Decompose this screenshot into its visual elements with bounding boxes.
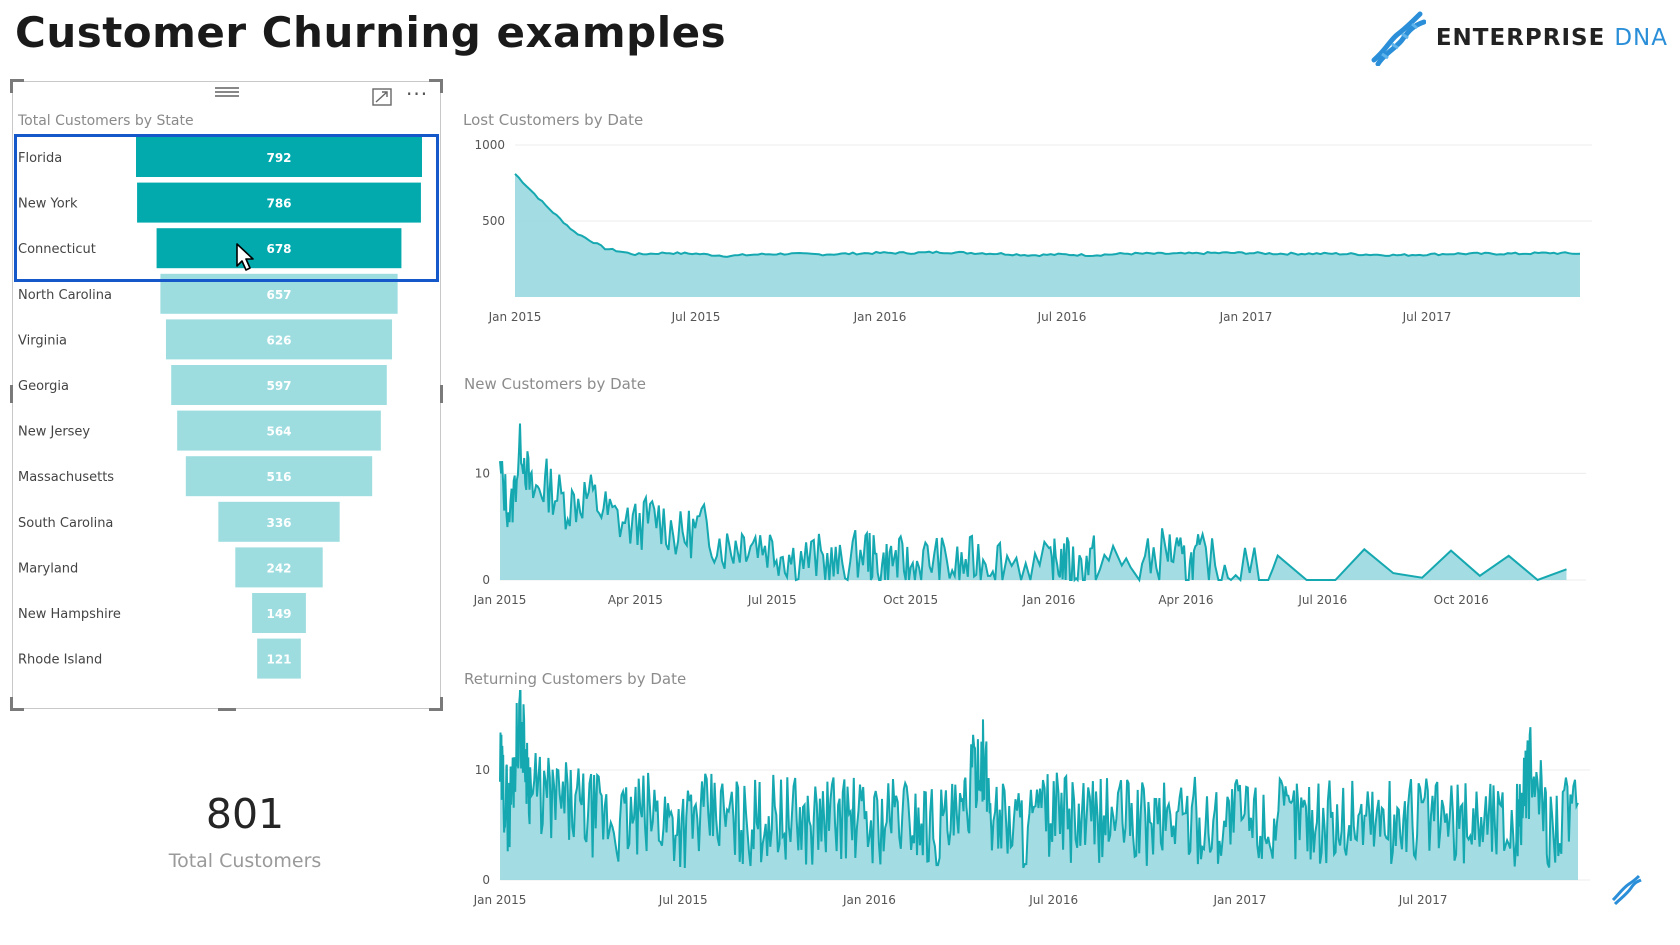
resize-handle-right[interactable]: [440, 385, 443, 403]
funnel-category-label: New Hampshire: [18, 607, 121, 622]
x-tick-label: Jan 2015: [473, 893, 527, 907]
funnel-category-label: Georgia: [18, 379, 69, 394]
x-tick-label: Jan 2017: [1212, 893, 1266, 907]
resize-handle-left[interactable]: [10, 385, 13, 403]
focus-mode-icon[interactable]: [372, 88, 392, 106]
funnel-category-label: North Carolina: [18, 288, 112, 303]
funnel-bar[interactable]: [177, 410, 381, 451]
x-tick-label: Jan 2015: [473, 593, 527, 607]
series-line[interactable]: [514, 173, 1581, 258]
funnel-value-label: 597: [266, 379, 291, 393]
funnel-bar[interactable]: [137, 182, 421, 223]
funnel-bar[interactable]: [156, 228, 402, 269]
series-line[interactable]: [499, 423, 1567, 583]
funnel-bar[interactable]: [218, 501, 340, 542]
new-customers-chart[interactable]: 0 10 Jan 2015 Apr 2015 Jul 2015 Oct 2015 Jan 2…: [460, 395, 1620, 615]
y-tick-label: 0: [482, 573, 490, 587]
resize-handle-top-left[interactable]: [10, 79, 24, 93]
funnel-bar[interactable]: [136, 137, 422, 177]
resize-handle-top-right[interactable]: [429, 79, 443, 93]
series-line[interactable]: [499, 690, 1579, 869]
lost-customers-title: Lost Customers by Date: [463, 111, 644, 129]
funnel-category-label: Rhode Island: [18, 653, 102, 668]
x-tick-label: Jan 2017: [1219, 310, 1273, 324]
y-tick-label: 500: [482, 214, 505, 228]
new-customers-title: New Customers by Date: [464, 375, 646, 393]
area-fill: [515, 173, 1580, 297]
x-tick-label: Jan 2016: [1022, 593, 1076, 607]
funnel-value-label: 242: [266, 561, 291, 575]
x-tick-label: Apr 2015: [608, 593, 663, 607]
funnel-category-label: New York: [18, 197, 78, 212]
funnel-bar[interactable]: [171, 365, 387, 405]
logo-brand-accent: DNA: [1614, 25, 1668, 51]
y-tick-label: 1000: [474, 138, 505, 152]
funnel-bar[interactable]: [185, 456, 373, 497]
y-tick-label: 10: [475, 763, 490, 777]
funnel-value-label: 792: [266, 151, 291, 165]
x-tick-label: Jul 2015: [671, 310, 721, 324]
funnel-bar[interactable]: [235, 547, 323, 588]
funnel-value-label: 149: [266, 607, 291, 621]
x-tick-label: Jul 2015: [747, 593, 797, 607]
x-tick-label: Jan 2016: [853, 310, 907, 324]
logo-brand-main: ENTERPRISE: [1435, 25, 1606, 51]
total-customers-label: Total Customers: [168, 850, 322, 872]
funnel-chart[interactable]: Florida 792 New York 786 Connecticut 678 North…: [13, 82, 442, 710]
page-title: Customer Churning examples: [15, 8, 727, 57]
drag-handle-icon[interactable]: [215, 87, 239, 97]
funnel-category-label: New Jersey: [18, 425, 90, 440]
funnel-bar[interactable]: [257, 638, 301, 679]
x-tick-label: Oct 2015: [883, 593, 938, 607]
y-tick-label: 10: [475, 466, 490, 480]
x-tick-label: Jul 2015: [658, 893, 708, 907]
funnel-value-label: 626: [266, 333, 291, 347]
funnel-value-label: 564: [266, 425, 291, 439]
x-tick-label: Jan 2016: [842, 893, 896, 907]
resize-handle-bottom-right[interactable]: [429, 697, 443, 711]
dna-helix-icon: [1371, 11, 1426, 66]
logo-text: ENTERPRISE DNA: [1436, 25, 1668, 51]
funnel-value-label: 516: [266, 470, 291, 484]
x-tick-label: Jan 2015: [488, 310, 542, 324]
enterprise-dna-logo: ENTERPRISE DNA: [1368, 10, 1668, 66]
area-fill: [500, 423, 1567, 580]
x-tick-label: Jul 2016: [1297, 593, 1347, 607]
x-tick-label: Jul 2017: [1402, 310, 1452, 324]
funnel-value-label: 678: [266, 242, 291, 256]
funnel-category-label: Virginia: [18, 333, 67, 348]
funnel-bar[interactable]: [252, 593, 306, 633]
x-tick-label: Oct 2016: [1434, 593, 1489, 607]
funnel-category-label: South Carolina: [18, 516, 113, 531]
subscribe-icon[interactable]: [1607, 874, 1643, 908]
resize-handle-bottom-left[interactable]: [10, 697, 24, 711]
more-options-icon[interactable]: ···: [406, 82, 429, 106]
funnel-visual[interactable]: ··· Total Customers by State Florida 792 N…: [10, 79, 443, 711]
x-tick-label: Jul 2016: [1028, 893, 1078, 907]
funnel-value-label: 786: [266, 197, 291, 211]
funnel-value-label: 121: [266, 653, 291, 667]
x-tick-label: Jul 2016: [1037, 310, 1087, 324]
x-tick-label: Jul 2017: [1398, 893, 1448, 907]
funnel-category-label: Florida: [18, 151, 62, 166]
lost-customers-chart[interactable]: 500 1000 Jan 2015 Jul 2015 Jan 2016 Jul 2016 J…: [460, 130, 1620, 335]
returning-customers-title: Returning Customers by Date: [464, 670, 687, 688]
funnel-bar[interactable]: [165, 319, 393, 360]
funnel-category-label: Maryland: [18, 561, 78, 576]
total-customers-value: 801: [205, 790, 285, 838]
funnel-title: Total Customers by State: [18, 113, 194, 129]
returning-customers-chart[interactable]: 0 10 Jan 2015 Jul 2015 Jan 2016 Jul 2016 Jan 2…: [460, 690, 1620, 910]
funnel-value-label: 657: [266, 288, 291, 302]
funnel-category-label: Connecticut: [18, 242, 96, 257]
resize-handle-bottom[interactable]: [218, 708, 236, 711]
funnel-value-label: 336: [266, 516, 291, 530]
mouse-pointer-icon: [236, 243, 254, 271]
y-tick-label: 0: [482, 873, 490, 887]
funnel-category-label: Massachusetts: [18, 470, 114, 485]
x-tick-label: Apr 2016: [1158, 593, 1213, 607]
